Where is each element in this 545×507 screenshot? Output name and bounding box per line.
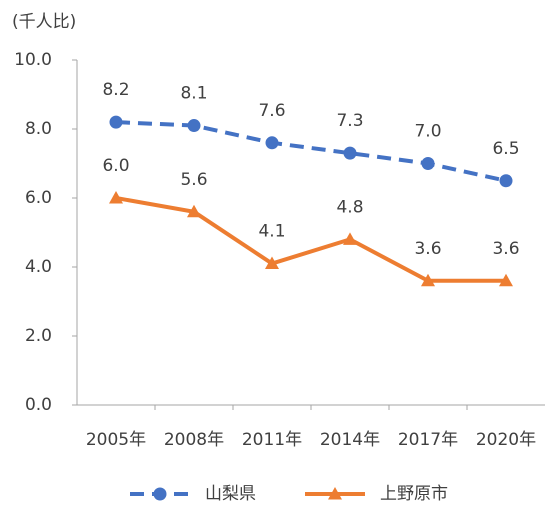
series-line [115, 196, 506, 283]
point [109, 191, 123, 204]
x-tick-label: 2008年 [164, 430, 224, 450]
data-label: 7.3 [336, 111, 363, 131]
point [343, 146, 357, 160]
x-tick-label: 2014年 [320, 430, 380, 450]
data-label: 6.0 [102, 156, 129, 176]
data-label: 8.2 [102, 80, 129, 100]
x-tick-label: 2011年 [242, 430, 302, 450]
data-label: 3.6 [492, 239, 519, 259]
point [421, 273, 435, 287]
x-tick-label: 2020年 [476, 430, 536, 450]
data-label: 4.8 [336, 197, 363, 217]
y-tick-label: 0.0 [25, 395, 52, 415]
data-label: 4.1 [258, 222, 285, 242]
point [499, 174, 513, 188]
legend-marker [153, 487, 167, 501]
data-label: 7.6 [258, 101, 285, 121]
y-axis-label: (千人比) [12, 12, 76, 32]
series-line [115, 120, 507, 183]
x-tick-label: 2017年 [398, 430, 458, 450]
y-tick-label: 4.0 [25, 257, 52, 277]
data-label: 8.1 [180, 84, 207, 104]
point [265, 256, 279, 270]
data-label: 7.0 [414, 122, 441, 142]
legend-marker [328, 487, 342, 500]
point [187, 119, 201, 133]
point [343, 232, 357, 245]
y-tick-label: 10.0 [14, 50, 52, 70]
y-tick-label: 8.0 [25, 119, 52, 139]
legend-label: 上野原市 [380, 484, 448, 504]
x-tick-label: 2005年 [86, 430, 146, 450]
y-tick-label: 2.0 [25, 326, 52, 346]
y-tick-label: 6.0 [25, 188, 52, 208]
legend-label: 山梨県 [205, 484, 256, 504]
point [499, 273, 513, 287]
point [265, 136, 279, 150]
point [421, 157, 435, 170]
data-label: 6.5 [492, 139, 519, 159]
data-label: 3.6 [414, 239, 441, 259]
point [109, 115, 123, 129]
point [187, 204, 201, 218]
data-label: 5.6 [180, 170, 207, 190]
